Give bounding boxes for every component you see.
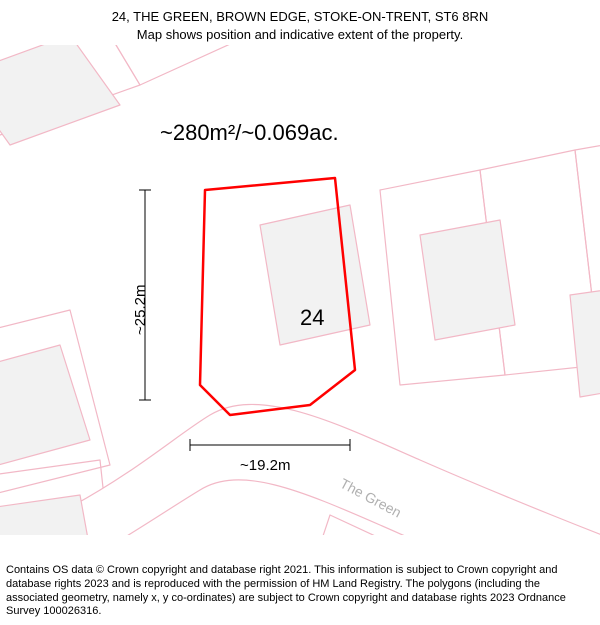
- map-area: ~280m²/~0.069ac. 24 ~25.2m ~19.2m The Gr…: [0, 45, 600, 535]
- header: 24, THE GREEN, BROWN EDGE, STOKE-ON-TREN…: [0, 0, 600, 43]
- house-number-label: 24: [300, 305, 324, 331]
- header-title: 24, THE GREEN, BROWN EDGE, STOKE-ON-TREN…: [0, 8, 600, 26]
- dim-height-label: ~25.2m: [132, 285, 149, 335]
- area-label: ~280m²/~0.069ac.: [160, 120, 339, 146]
- footer-text: Contains OS data © Crown copyright and d…: [6, 564, 594, 619]
- dim-width-label: ~19.2m: [240, 457, 290, 474]
- header-subtitle: Map shows position and indicative extent…: [0, 26, 600, 44]
- map-svg: [0, 45, 600, 535]
